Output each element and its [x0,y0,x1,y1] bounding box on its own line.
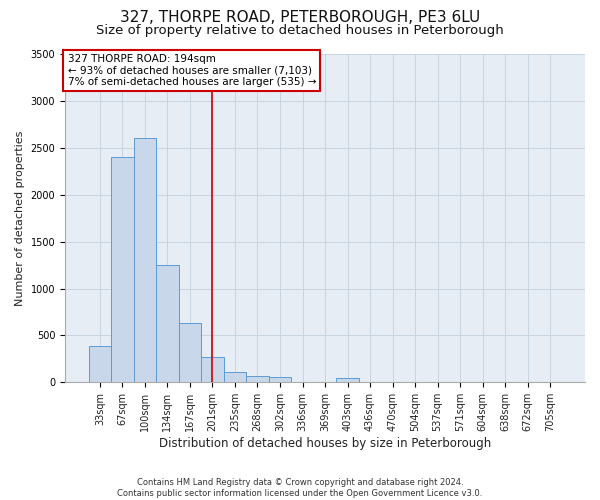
Bar [89,346,111,383]
Bar [201,357,224,382]
Y-axis label: Number of detached properties: Number of detached properties [15,130,25,306]
Bar [156,265,179,382]
Bar [179,323,201,382]
Bar [336,378,359,382]
Bar [111,157,134,382]
Bar [134,138,156,382]
Text: 327, THORPE ROAD, PETERBOROUGH, PE3 6LU: 327, THORPE ROAD, PETERBOROUGH, PE3 6LU [120,10,480,25]
Text: 327 THORPE ROAD: 194sqm
← 93% of detached houses are smaller (7,103)
7% of semi-: 327 THORPE ROAD: 194sqm ← 93% of detache… [68,54,316,87]
X-axis label: Distribution of detached houses by size in Peterborough: Distribution of detached houses by size … [159,437,491,450]
Text: Size of property relative to detached houses in Peterborough: Size of property relative to detached ho… [96,24,504,37]
Text: Contains HM Land Registry data © Crown copyright and database right 2024.
Contai: Contains HM Land Registry data © Crown c… [118,478,482,498]
Bar [269,377,291,382]
Bar [246,376,269,382]
Bar [224,372,246,382]
